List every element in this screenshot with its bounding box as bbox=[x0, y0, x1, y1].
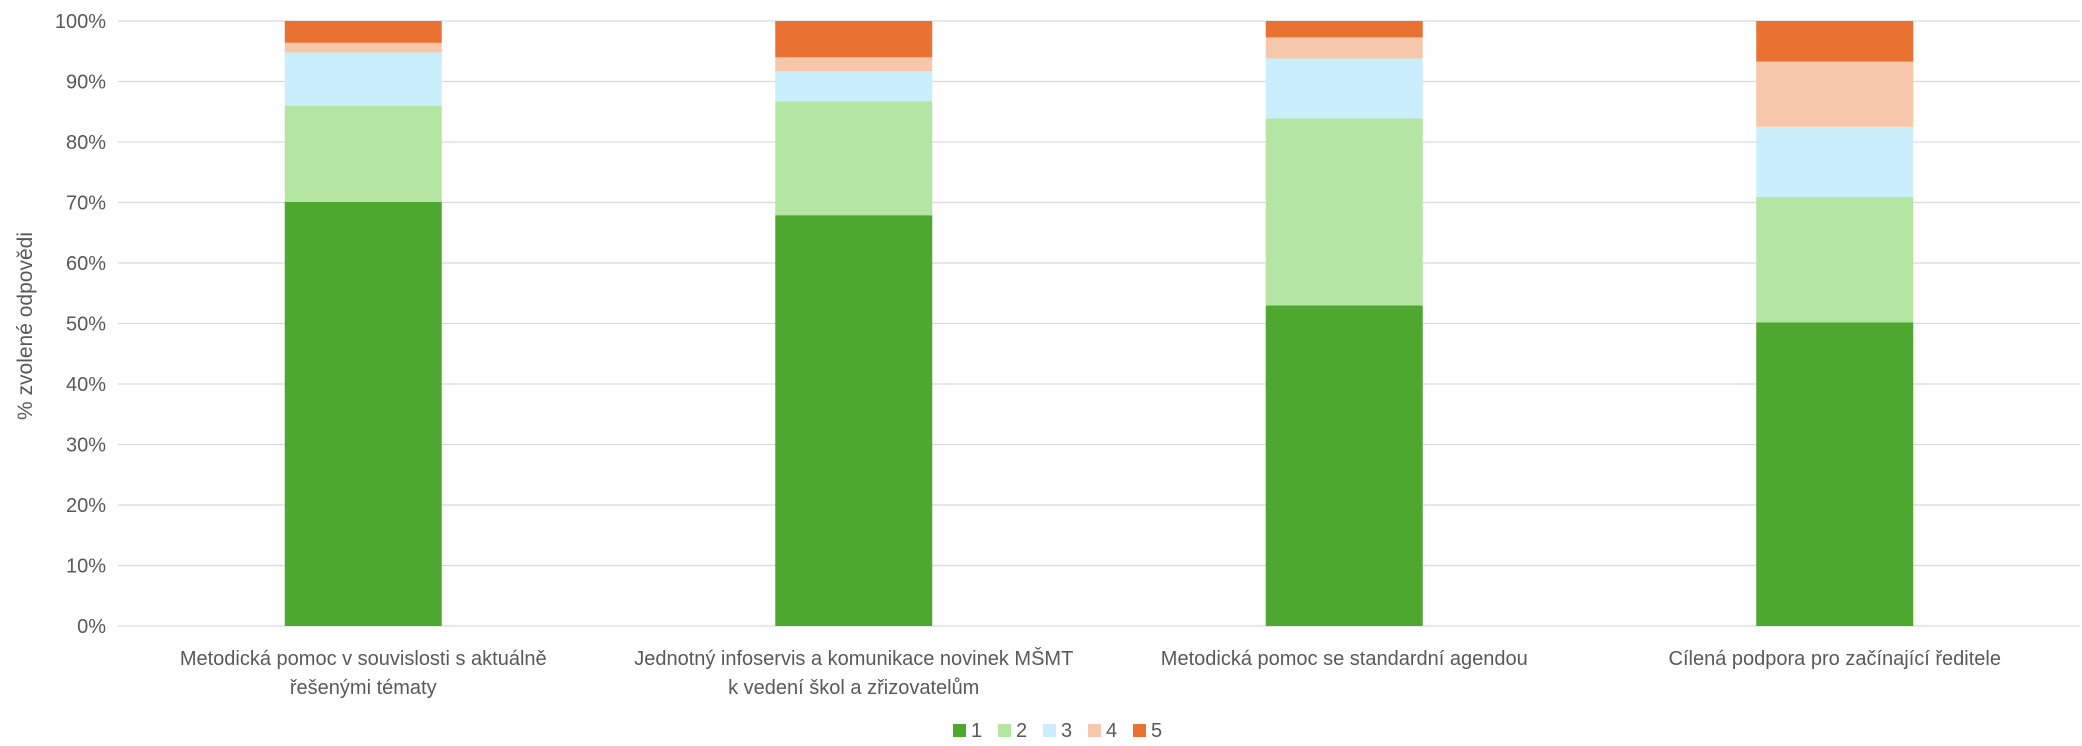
y-tick-label: 100% bbox=[55, 11, 106, 33]
legend-label-4: 4 bbox=[1106, 720, 1117, 742]
y-tick-label: 20% bbox=[66, 495, 106, 517]
y-tick-label: 90% bbox=[66, 72, 106, 94]
y-tick-label: 70% bbox=[66, 193, 106, 215]
bar-segment-2-series-5 bbox=[775, 21, 933, 58]
y-axis-label: % zvolené odpovědi bbox=[14, 232, 37, 420]
bar-segment-4-series-3 bbox=[1756, 126, 1914, 198]
y-tick-label: 60% bbox=[66, 253, 106, 275]
legend: 1 2 3 4 5 bbox=[953, 720, 1162, 742]
category-label: Jednotný infoservis a komunikace novinek… bbox=[634, 647, 1073, 670]
gridlines bbox=[118, 20, 2080, 627]
legend-label-3: 3 bbox=[1061, 720, 1072, 742]
bar-segment-3-series-1 bbox=[1265, 305, 1423, 626]
y-tick-label: 80% bbox=[66, 132, 106, 154]
legend-swatch-1 bbox=[953, 724, 966, 737]
bar-segment-4-series-2 bbox=[1756, 197, 1914, 323]
y-tick-label: 0% bbox=[77, 616, 106, 638]
category-label: k vedení škol a zřizovatelům bbox=[728, 677, 979, 699]
bar-segment-3-series-3 bbox=[1265, 58, 1423, 119]
category-labels: Metodická pomoc v souvislosti s aktuálně… bbox=[180, 647, 2001, 699]
bar-segment-4-series-1 bbox=[1756, 322, 1914, 626]
y-tick-label: 40% bbox=[66, 374, 106, 396]
bar-segment-2-series-2 bbox=[775, 101, 933, 216]
legend-swatch-4 bbox=[1088, 724, 1101, 737]
bar-segment-2-series-4 bbox=[775, 57, 933, 72]
bars bbox=[284, 21, 1914, 626]
bar-segment-1-series-3 bbox=[284, 52, 442, 106]
legend-swatch-5 bbox=[1133, 724, 1146, 737]
bar-segment-2-series-1 bbox=[775, 215, 933, 626]
category-label: Metodická pomoc v souvislosti s aktuálně bbox=[180, 648, 547, 670]
y-tick-label: 10% bbox=[66, 556, 106, 578]
legend-swatch-2 bbox=[998, 724, 1011, 737]
bar-segment-4-series-5 bbox=[1756, 21, 1914, 62]
bar-segment-3-series-5 bbox=[1265, 21, 1423, 38]
y-tick-label: 30% bbox=[66, 435, 106, 457]
category-label: Cílená podpora pro začínající ředitele bbox=[1669, 648, 2001, 670]
y-tick-label: 50% bbox=[66, 314, 106, 336]
bar-segment-4-series-4 bbox=[1756, 61, 1914, 127]
bar-segment-1-series-5 bbox=[284, 21, 442, 43]
legend-label-2: 2 bbox=[1016, 720, 1027, 742]
bar-segment-1-series-4 bbox=[284, 42, 442, 53]
bar-segment-3-series-2 bbox=[1265, 118, 1423, 306]
bar-segment-1-series-1 bbox=[284, 201, 442, 626]
category-label: Metodická pomoc se standardní agendou bbox=[1161, 648, 1528, 670]
legend-label-5: 5 bbox=[1151, 720, 1162, 742]
bar-segment-2-series-3 bbox=[775, 71, 933, 102]
bar-segment-1-series-2 bbox=[284, 105, 442, 202]
category-label: řešenými tématy bbox=[290, 677, 437, 699]
bar-segment-3-series-4 bbox=[1265, 37, 1423, 59]
legend-swatch-3 bbox=[1043, 724, 1056, 737]
y-tick-labels: 0% 10% 20% 30% 40% 50% 60% 70% 80% 90% 100% bbox=[55, 11, 106, 638]
legend-label-1: 1 bbox=[971, 720, 982, 742]
